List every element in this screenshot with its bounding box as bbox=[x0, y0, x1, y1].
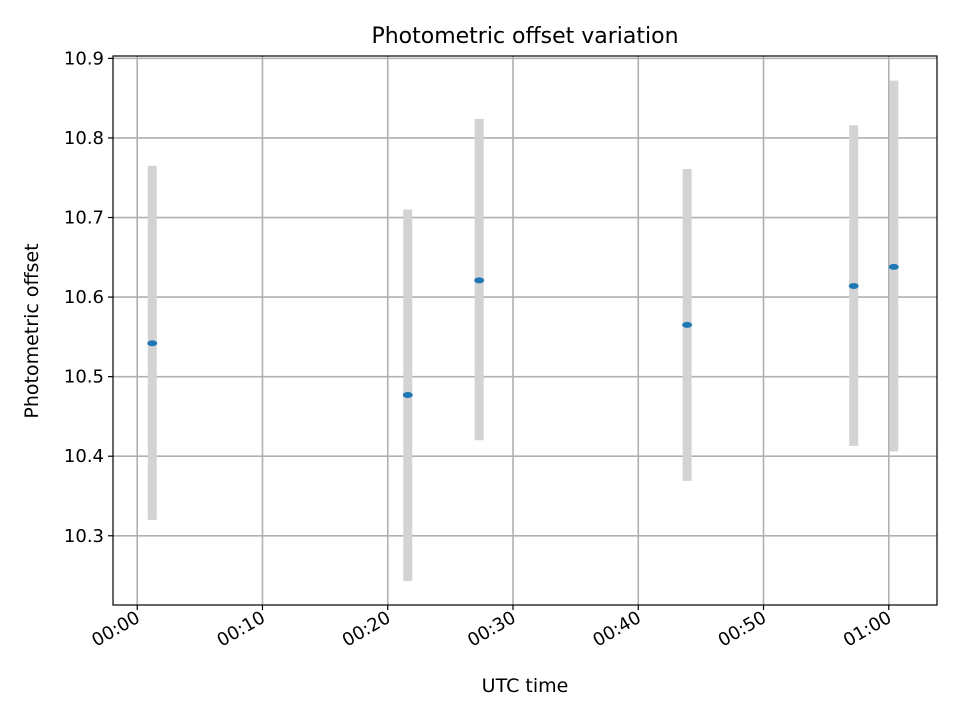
y-tick-label: 10.3 bbox=[64, 526, 104, 547]
y-axis-ticks: 10.3 10.4 10.5 10.6 10.7 10.8 10.9 bbox=[64, 48, 113, 547]
y-axis-label: Photometric offset bbox=[21, 243, 43, 418]
y-tick-label: 10.4 bbox=[64, 446, 104, 467]
data-markers bbox=[147, 263, 899, 398]
data-point bbox=[682, 321, 693, 328]
chart-title: Photometric offset variation bbox=[371, 24, 678, 49]
y-tick-label: 10.7 bbox=[64, 208, 104, 229]
y-tick-label: 10.9 bbox=[64, 48, 104, 69]
data-point bbox=[888, 263, 899, 270]
data-point bbox=[402, 391, 413, 398]
x-axis-label: UTC time bbox=[482, 675, 569, 697]
grid bbox=[113, 56, 937, 605]
data-point bbox=[474, 277, 485, 284]
y-tick-label: 10.5 bbox=[64, 367, 104, 388]
y-tick-label: 10.8 bbox=[64, 128, 104, 149]
data-point bbox=[848, 282, 859, 289]
data-point bbox=[147, 340, 158, 347]
y-tick-label: 10.6 bbox=[64, 287, 104, 308]
axes-frame bbox=[112, 55, 938, 606]
